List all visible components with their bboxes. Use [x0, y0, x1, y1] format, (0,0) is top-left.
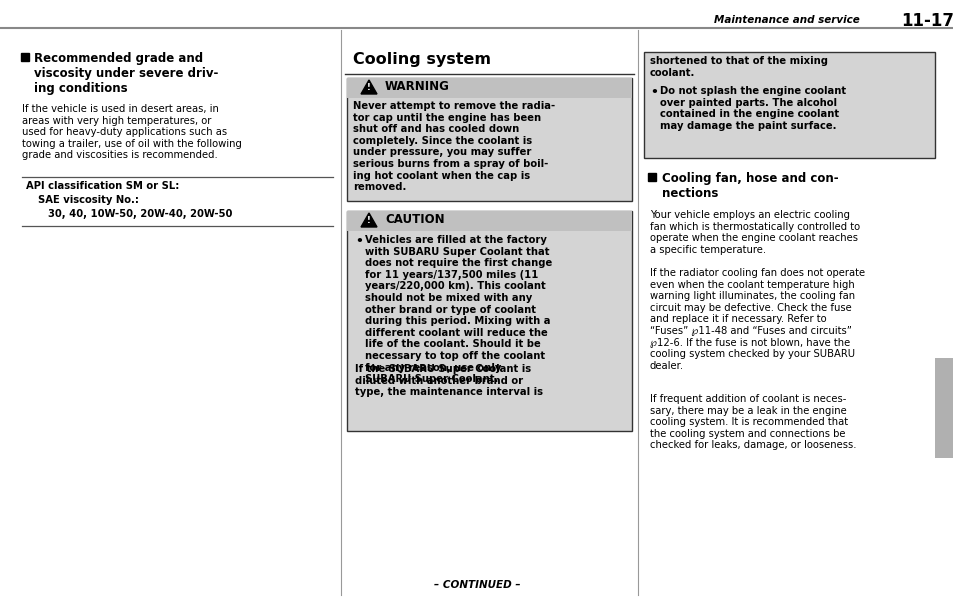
Text: Your vehicle employs an electric cooling
fan which is thermostatically controlle: Your vehicle employs an electric cooling… [649, 210, 860, 255]
Bar [347, 78, 631, 201]
Text: If frequent addition of coolant is neces-
sary, there may be a leak in the engin: If frequent addition of coolant is neces… [649, 394, 856, 451]
Bar [347, 78, 631, 98]
Text: If the SUBARU Super Coolant is
diluted with another brand or
type, the maintenan: If the SUBARU Super Coolant is diluted w… [355, 364, 542, 397]
Text: Maintenance and service: Maintenance and service [714, 15, 859, 25]
Text: •: • [649, 86, 658, 99]
Bar [934, 358, 953, 458]
Text: Do not splash the engine coolant
over painted parts. The alcohol
contained in th: Do not splash the engine coolant over pa… [659, 86, 845, 131]
Bar [643, 52, 934, 158]
Bar [347, 211, 631, 231]
Text: – CONTINUED –: – CONTINUED – [434, 580, 519, 590]
Text: shortened to that of the mixing
coolant.: shortened to that of the mixing coolant. [649, 56, 827, 78]
Text: •: • [355, 235, 362, 248]
Polygon shape [360, 213, 376, 227]
Text: !: ! [367, 83, 371, 92]
Bar [647, 173, 656, 181]
Polygon shape [360, 80, 376, 94]
Text: Cooling fan, hose and con-
nections: Cooling fan, hose and con- nections [661, 172, 838, 200]
Text: Never attempt to remove the radia-
tor cap until the engine has been
shut off an: Never attempt to remove the radia- tor c… [353, 101, 555, 192]
Text: 11-17: 11-17 [900, 12, 953, 30]
Text: Cooling system: Cooling system [353, 52, 491, 67]
Text: WARNING: WARNING [385, 80, 450, 93]
Text: 30, 40, 10W-50, 20W-40, 20W-50: 30, 40, 10W-50, 20W-40, 20W-50 [48, 209, 233, 219]
Text: !: ! [367, 216, 371, 225]
Text: SAE viscosity No.:: SAE viscosity No.: [38, 195, 139, 205]
Text: API classification SM or SL:: API classification SM or SL: [26, 181, 179, 191]
Text: If the vehicle is used in desert areas, in
areas with very high temperatures, or: If the vehicle is used in desert areas, … [22, 104, 242, 161]
Text: Vehicles are filled at the factory
with SUBARU Super Coolant that
does not requi: Vehicles are filled at the factory with … [365, 235, 552, 384]
Text: Recommended grade and
viscosity under severe driv-
ing conditions: Recommended grade and viscosity under se… [34, 52, 218, 95]
Text: If the radiator cooling fan does not operate
even when the coolant temperature h: If the radiator cooling fan does not ope… [649, 268, 864, 371]
Text: CAUTION: CAUTION [385, 213, 444, 226]
Bar [347, 211, 631, 431]
Bar [21, 53, 29, 61]
